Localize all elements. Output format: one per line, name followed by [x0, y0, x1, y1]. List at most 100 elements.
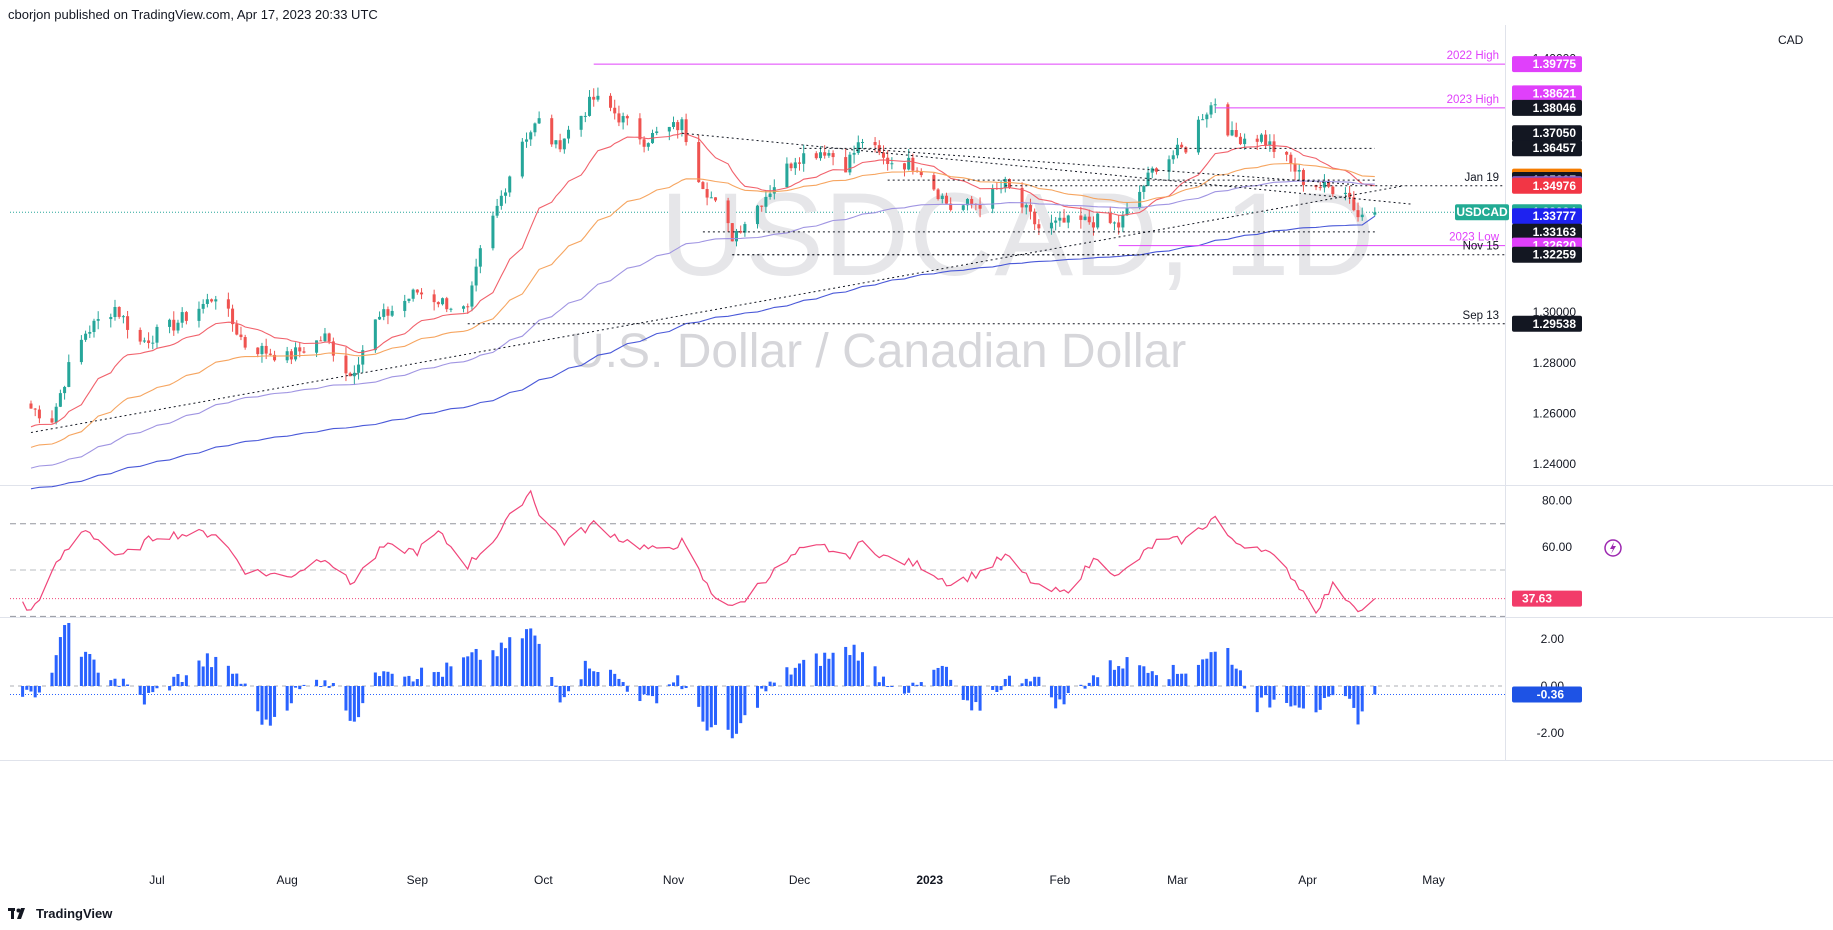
candle-body [449, 308, 453, 310]
moving-average-line [30, 180, 1375, 469]
tradingview-logo[interactable]: TradingView [8, 906, 112, 921]
candle-body [1037, 224, 1041, 229]
candle-body [147, 340, 151, 343]
candle-body [1142, 186, 1146, 192]
candle-body [210, 299, 214, 302]
candle-body [197, 308, 201, 321]
histogram-bar [1289, 686, 1293, 707]
candle-body [1285, 151, 1289, 155]
horizontal-level-label: 2022 High [1447, 50, 1499, 62]
histogram-bar [877, 682, 881, 686]
candle-body [550, 118, 554, 145]
candle-body [180, 312, 184, 323]
rsi-value-tag [1512, 590, 1582, 607]
candle-body [1373, 212, 1377, 215]
candle-body [1024, 205, 1028, 208]
price-tag [1512, 315, 1582, 332]
histogram-tick-label: -2.00 [1537, 726, 1565, 740]
histogram-bar [289, 686, 293, 704]
candle-body [881, 152, 885, 158]
histogram-bar [1146, 672, 1150, 686]
histogram-bar [126, 684, 130, 686]
candle-body [680, 119, 684, 131]
histogram-bar [1083, 686, 1087, 689]
candle-body [642, 139, 646, 147]
histogram-bar [596, 672, 600, 686]
candle-body [713, 197, 718, 201]
candle-body [289, 351, 293, 360]
candle-body [789, 163, 793, 169]
trendline [681, 132, 1413, 205]
candle-body [961, 205, 965, 210]
histogram-bar [1121, 668, 1125, 686]
histogram-bar [1230, 664, 1234, 686]
candle-body [344, 355, 348, 374]
candle-body [646, 143, 650, 147]
histogram-bar [1125, 657, 1129, 686]
time-axis: Jul Aug Sep Oct Nov Dec 2023 Feb Mar Apr May [149, 873, 1445, 887]
candle-body [1184, 147, 1188, 153]
price-tick-label: 1.30000 [1533, 305, 1577, 319]
histogram-bar [382, 671, 386, 686]
publisher-line: cborjon published on TradingView.com, Ap… [8, 7, 378, 22]
histogram-bar [726, 686, 730, 730]
histogram-bar [1272, 686, 1276, 700]
histogram-bar [625, 686, 629, 692]
candle-body [315, 340, 319, 353]
candle-body [327, 333, 331, 342]
candle-body [499, 195, 503, 206]
histogram-bar [1331, 686, 1335, 696]
candle-body [205, 299, 209, 304]
candle-body [1201, 119, 1205, 121]
histogram-bar [54, 655, 58, 686]
histogram-bar [1255, 686, 1259, 713]
candle-body [1293, 163, 1297, 172]
candle-body [730, 223, 734, 242]
time-tick-label: Sep [407, 873, 429, 887]
histogram-bar [1079, 684, 1083, 686]
histogram-bar [1238, 670, 1242, 686]
histogram-bar [449, 666, 453, 686]
lightning-icon-ring [1604, 539, 1622, 557]
price-tick-label: 1.28000 [1533, 356, 1577, 370]
candle-body [1058, 217, 1062, 221]
candle-body [29, 403, 33, 409]
candle-body [294, 347, 298, 360]
candle-body [877, 145, 881, 153]
histogram-bar [256, 686, 260, 712]
histogram-bar [1033, 676, 1037, 686]
histogram-bar [621, 682, 625, 686]
candle-body [319, 340, 323, 342]
candle-body [420, 292, 424, 295]
candle-body [991, 188, 995, 209]
histogram-bar [184, 675, 188, 686]
candle-body [1259, 134, 1263, 142]
histogram-bar [764, 686, 768, 692]
candle-body [441, 298, 445, 305]
candle-body [37, 409, 41, 419]
rsi-pane: 80.00 60.00 37.63 [10, 489, 1582, 617]
candle-body [1033, 211, 1037, 225]
histogram-bar [470, 652, 474, 686]
candle-body [844, 157, 848, 173]
histogram-bar [558, 686, 562, 703]
candle-body [113, 306, 117, 318]
price-tag-label: 1.39775 [1533, 57, 1577, 71]
histogram-bar [852, 644, 856, 686]
histogram-bar [550, 676, 554, 686]
candle-body [1196, 119, 1200, 153]
histogram-bar [491, 650, 495, 686]
histogram-bar [667, 684, 671, 686]
histogram-bar [147, 686, 151, 693]
histogram-bar [348, 686, 352, 721]
histogram-bar [1373, 686, 1377, 695]
candle-body [760, 205, 764, 207]
histogram-bar [949, 679, 953, 686]
histogram-bar [197, 660, 201, 686]
candle-body [1121, 215, 1125, 228]
histogram-bar [1201, 659, 1205, 686]
histogram-bar [67, 622, 71, 686]
histogram-bar [991, 686, 995, 690]
candle-body [886, 157, 890, 165]
